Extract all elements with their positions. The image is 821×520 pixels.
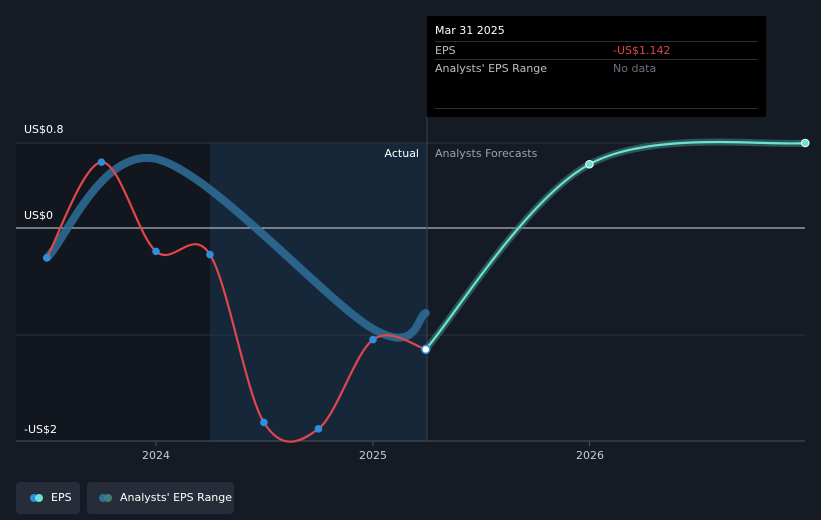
eps-point-2024-04-01[interactable] xyxy=(206,250,214,259)
legend-range-swatch-forecast xyxy=(104,494,112,502)
eps-actual-line xyxy=(45,160,427,443)
actual-region-shade xyxy=(210,143,427,441)
eps-point-2025-03-31[interactable] xyxy=(421,344,431,355)
tooltip-row-range: Analysts' EPS Range No data xyxy=(435,59,758,78)
tooltip-eps-label: EPS xyxy=(435,44,456,57)
data-tooltip: Mar 31 2025 EPS -US$1.142 Analysts' EPS … xyxy=(427,16,766,117)
y-label-top: US$0.8 xyxy=(24,123,64,136)
tooltip-eps-value: -US$1.142 xyxy=(613,44,671,57)
x-tick-2024: 2024 xyxy=(142,449,170,462)
y-label-bottom: -US$2 xyxy=(24,423,57,436)
y-label-zero: US$0 xyxy=(24,209,54,222)
legend-eps-range[interactable]: Analysts' EPS Range xyxy=(87,482,234,514)
legend-eps-swatch xyxy=(30,494,38,502)
tooltip-divider xyxy=(435,108,758,109)
legend-range-label: Analysts' EPS Range xyxy=(120,491,233,504)
tooltip-range-label: Analysts' EPS Range xyxy=(435,62,548,75)
forecast-region-label: Analysts Forecasts xyxy=(435,147,538,160)
tooltip-range-value: No data xyxy=(613,62,657,75)
x-tick-2025: 2025 xyxy=(359,449,387,462)
legend-eps-swatch-forecast xyxy=(35,494,43,502)
legend-eps[interactable]: EPS xyxy=(16,482,80,514)
eps-point-2024-01-01[interactable] xyxy=(152,247,160,256)
eps-point-2023-07-01[interactable] xyxy=(43,253,51,262)
eps-forecast-point-2026-12-31[interactable] xyxy=(800,138,810,148)
eps-range-line xyxy=(42,153,430,342)
eps-forecast-point-2026-01-01[interactable] xyxy=(585,159,594,169)
eps-point-2024-10-01[interactable] xyxy=(314,425,323,433)
legend-range-swatch xyxy=(99,494,107,502)
eps-point-2023-10-01[interactable] xyxy=(97,158,106,166)
eps-forecast-line xyxy=(424,140,806,351)
forecast-range-band xyxy=(423,138,806,352)
x-tick-2026: 2026 xyxy=(576,449,604,462)
tooltip-row-eps: EPS -US$1.142 xyxy=(435,41,758,60)
eps-points xyxy=(43,138,810,433)
x-axis-ticks xyxy=(155,441,590,446)
legend-eps-label: EPS xyxy=(51,491,72,504)
eps-point-2025-01-01[interactable] xyxy=(369,335,377,344)
eps-point-2024-07-01[interactable] xyxy=(260,418,268,427)
tooltip-date: Mar 31 2025 xyxy=(435,24,505,37)
past-region-shade xyxy=(16,143,210,441)
actual-region-label: Actual xyxy=(384,147,419,160)
